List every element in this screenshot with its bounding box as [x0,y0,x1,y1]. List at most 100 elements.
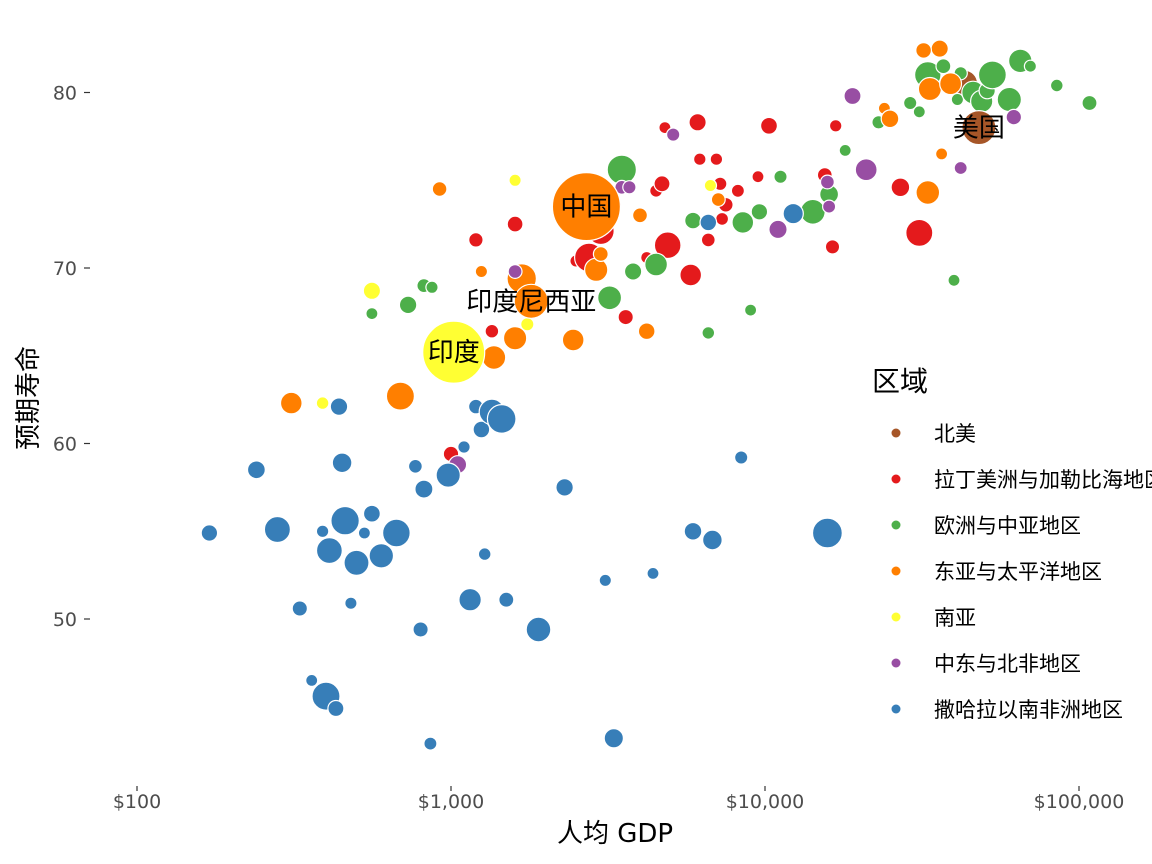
data-point [917,76,943,102]
data-point [934,147,949,161]
data-point [731,210,755,234]
data-point [699,213,718,232]
legend-key [891,704,901,714]
data-point [407,458,423,474]
data-point [357,526,371,540]
data-point [646,566,660,581]
data-point [1081,94,1098,112]
data-point [362,504,381,523]
data-point [344,596,358,610]
data-point [305,673,319,688]
data-point [477,547,492,561]
data-point [617,308,634,326]
data-point [551,172,622,242]
data-point [486,404,517,434]
data-point [315,396,330,411]
data-point [291,600,308,617]
data-point [905,218,934,247]
data-point [996,86,1023,113]
y-tick-label: 70 [53,258,77,280]
legend-label: 中东与北非地区 [934,652,1081,676]
data-point [912,105,926,119]
data-point [977,60,1007,90]
data-point [343,549,370,576]
legend-label: 撒哈拉以南非洲地区 [934,698,1123,722]
data-point [279,391,303,415]
data-point [821,199,837,214]
data-point [701,326,716,340]
data-point [622,180,637,195]
data-point [930,39,949,58]
legend-key [891,520,901,530]
legend-key [891,566,901,576]
data-point [423,736,438,751]
data-point [435,462,461,488]
x-tick-label: $10,000 [726,791,805,813]
data-point [819,174,835,190]
point-label: 中国 [560,193,612,223]
data-point [362,281,382,300]
data-point [759,116,778,135]
legend-key [891,612,901,622]
legend-key [891,658,901,668]
data-point [200,524,219,542]
data-point [498,591,515,608]
data-point [637,322,656,341]
data-point [502,326,528,351]
data-point [854,158,878,182]
data-point [773,169,788,184]
data-point [425,280,439,294]
data-point [623,262,643,281]
legend-label: 北美 [934,422,976,446]
point-label: 印度尼西亚 [466,287,596,317]
data-point [330,505,360,536]
y-axis: 50 60 70 80 [53,83,90,631]
data-point [1049,78,1064,93]
legend-key [891,428,901,438]
y-axis-title: 预期寿命 [14,346,44,450]
data-point [666,127,681,142]
data-point [935,58,952,75]
data-point [782,202,804,225]
data-point [315,537,343,565]
data-point [947,273,961,287]
data-point [683,521,703,541]
legend-title: 区域 [872,365,928,398]
data-point [1005,108,1023,126]
data-point [743,303,758,317]
data-point [382,518,411,548]
data-point [484,323,500,339]
data-point [508,173,522,187]
data-point [692,152,707,166]
y-tick-label: 50 [53,609,77,631]
data-point [750,203,769,221]
data-point [703,178,718,193]
data-point [653,231,682,260]
data-point [458,587,482,612]
data-point [414,479,434,499]
data-point [263,515,291,544]
x-axis-title: 人均 GDP [557,819,673,849]
data-point [368,542,395,569]
legend-key [891,474,901,484]
data-point [702,529,723,551]
point-label: 印度 [428,338,480,368]
data-point [246,460,266,480]
data-point [961,109,997,146]
data-point [751,170,765,184]
y-tick-label: 60 [53,434,77,456]
x-tick-label: $1,000 [418,791,484,813]
data-point [506,215,524,233]
data-point [734,450,749,465]
data-point [688,113,707,132]
data-point [513,283,549,319]
data-point [457,440,471,454]
x-tick-label: $100,000 [1034,791,1125,813]
data-point [1023,59,1038,73]
x-axis: $100 $1,000 $10,000 $100,000 [113,786,1125,813]
data-point [679,263,703,287]
data-point [828,119,843,133]
data-point [327,699,345,718]
data-point [730,183,746,198]
